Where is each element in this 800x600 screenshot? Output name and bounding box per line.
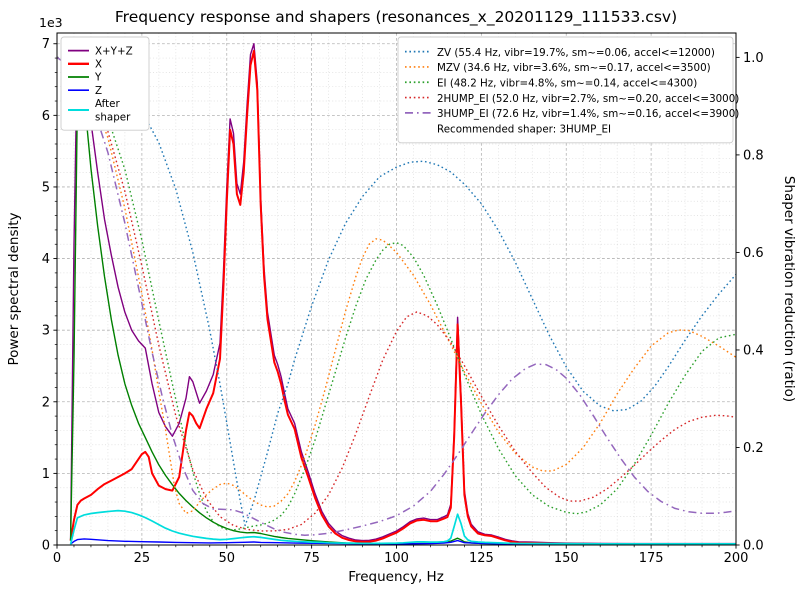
- legend-label-2hump-ei: 2HUMP_EI (52.0 Hz, vibr=2.7%, sm~=0.20, …: [437, 93, 739, 105]
- series-line-mzv: [57, 56, 736, 514]
- legend-label-y: Y: [94, 72, 102, 84]
- legend-label-x: X: [95, 58, 102, 70]
- legend-label-mzv: MZV (34.6 Hz, vibr=3.6%, sm~=0.17, accel…: [437, 62, 711, 74]
- legend-shapers: ZV (55.4 Hz, vibr=19.7%, sm~=0.06, accel…: [397, 36, 739, 144]
- y-left-tick-label: 3: [42, 324, 50, 339]
- y-left-tick-label: 2: [42, 395, 50, 410]
- x-tick-label: 0: [53, 551, 61, 566]
- legend-label-3hump-ei: 3HUMP_EI (72.6 Hz, vibr=1.4%, sm~=0.16, …: [437, 108, 739, 120]
- y-right-tick-label: 0.6: [743, 246, 764, 261]
- x-tick-label: 50: [218, 551, 235, 566]
- y-axis-offset-text: 1e3: [39, 15, 63, 30]
- y-left-tick-label: 1: [42, 467, 50, 482]
- series-line-after-shaper: [69, 509, 736, 545]
- x-tick-label: 150: [554, 551, 579, 566]
- legend-label-z: Z: [95, 85, 102, 97]
- y-right-tick-label: 0.0: [743, 539, 764, 554]
- legend-label-after-shaper: After: [95, 98, 120, 110]
- y-axis-label-right: Shaper vibration reduction (ratio): [781, 176, 797, 402]
- y-left-tick-label: 5: [42, 180, 50, 195]
- series-line-zv: [57, 56, 736, 527]
- chart-title: Frequency response and shapers (resonanc…: [115, 8, 677, 27]
- x-tick-label: 125: [469, 551, 494, 566]
- x-tick-label: 25: [134, 551, 151, 566]
- series-line-3hump-ei: [57, 56, 736, 536]
- y-left-tick-label: 6: [42, 109, 50, 124]
- axes: 0 25 50 75 100 125 150 175 200 0 1 2 3 4 5 6 7 0.0 0.2 0.4 0…: [42, 32, 764, 566]
- y-left-tick-label: 7: [42, 37, 50, 52]
- series-line-2hump-ei: [57, 56, 736, 532]
- y-right-tick-label: 1.0: [743, 51, 764, 66]
- y-left-tick-label: 0: [42, 539, 50, 554]
- legend-label-x-y-z: X+Y+Z: [95, 45, 133, 57]
- y-right-tick-label: 0.2: [743, 441, 764, 456]
- x-tick-label: 175: [639, 551, 664, 566]
- legend-label-after-shaper: shaper: [95, 111, 131, 123]
- series-line-x: [69, 49, 736, 545]
- y-axis-label-left: Power spectral density: [6, 212, 22, 365]
- x-tick-label: 100: [384, 551, 409, 566]
- legend-label-ei: EI (48.2 Hz, vibr=4.8%, sm~=0.14, accel<…: [437, 78, 697, 90]
- y-right-tick-label: 0.8: [743, 148, 764, 163]
- x-axis-label: Frequency, Hz: [348, 569, 444, 585]
- x-tick-label: 75: [303, 551, 320, 566]
- legend-shapers-box: [397, 36, 734, 144]
- legend-psd-box: [60, 36, 150, 131]
- y-left-tick-label: 4: [42, 252, 50, 267]
- legend-recommended-note: Recommended shaper: 3HUMP_EI: [437, 123, 611, 135]
- series-line-y: [69, 78, 736, 545]
- plot-series: [57, 43, 736, 545]
- x-tick-label: 200: [724, 551, 749, 566]
- grid: [56, 33, 737, 546]
- y-right-tick-label: 0.4: [743, 343, 764, 358]
- legend-label-zv: ZV (55.4 Hz, vibr=19.7%, sm~=0.06, accel…: [437, 47, 715, 59]
